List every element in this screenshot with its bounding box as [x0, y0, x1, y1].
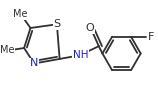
Text: F: F: [148, 32, 154, 42]
Text: O: O: [85, 23, 94, 33]
Text: Me: Me: [13, 9, 28, 19]
Text: N: N: [30, 58, 38, 68]
Text: S: S: [53, 19, 61, 29]
Text: NH: NH: [73, 50, 88, 60]
Text: Me: Me: [0, 45, 15, 55]
